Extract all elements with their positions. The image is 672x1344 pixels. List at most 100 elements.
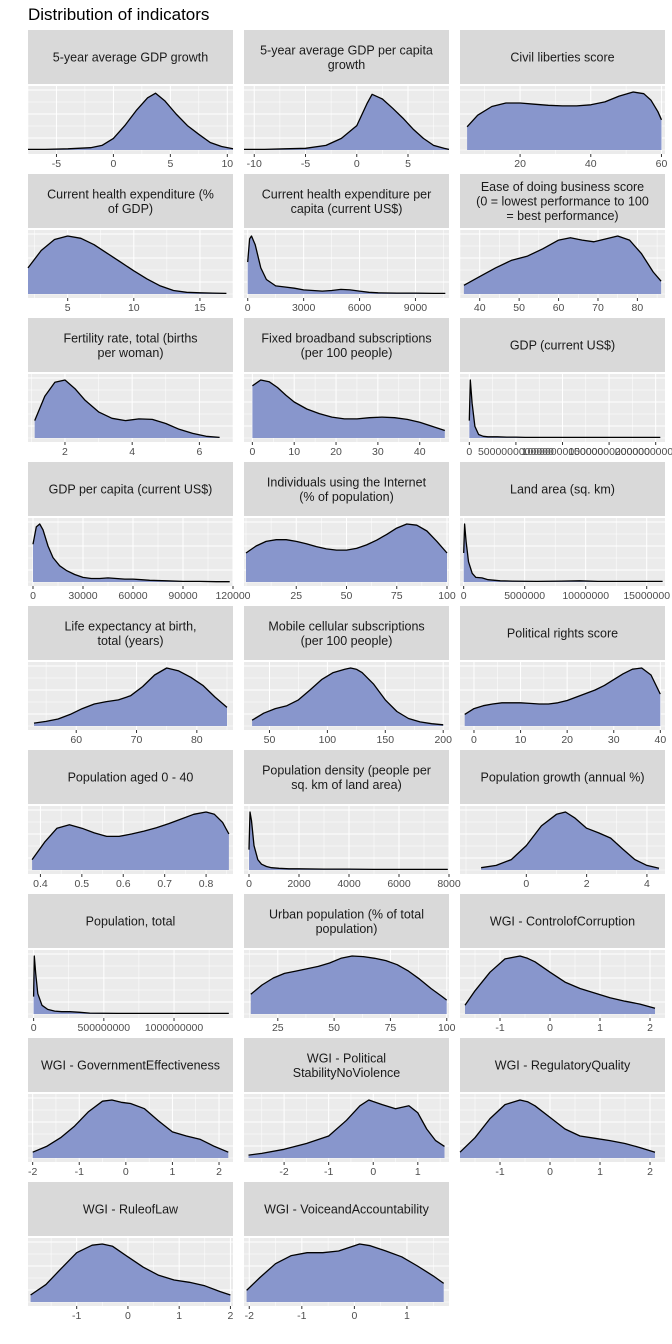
- density-line: [466, 91, 663, 128]
- x-tick-label: 50: [264, 734, 276, 746]
- density-line: [464, 667, 661, 715]
- x-tick-label: 9000: [404, 302, 428, 314]
- x-tick-label: -5: [52, 158, 61, 170]
- facet-strip: [244, 174, 449, 228]
- facet-strip-label: growth: [328, 58, 366, 72]
- x-tick-label: 20000000000000: [615, 446, 672, 458]
- facet-strip-label: capita (current US$): [291, 202, 403, 216]
- density-area: [481, 812, 659, 870]
- facet-panel: WGI - ControlofCorruption -1 0 1 2: [460, 894, 665, 1034]
- x-tick-label: -1: [75, 1166, 84, 1178]
- density-line: [27, 235, 227, 295]
- facet-strip-label: population): [316, 922, 378, 936]
- density-line: [246, 1243, 445, 1291]
- facet-strip: [460, 462, 665, 516]
- facet-strip: [244, 606, 449, 660]
- density-line: [468, 379, 661, 439]
- gridlines: [460, 518, 665, 586]
- x-tick-label: 120000: [215, 590, 250, 602]
- facet-strip-label: Land area (sq. km): [510, 483, 615, 497]
- x-tick-label: 2: [584, 878, 590, 890]
- x-tick-label: 0: [125, 1310, 131, 1322]
- x-tick-label: 5: [167, 158, 173, 170]
- x-tick-label: 0: [31, 1022, 37, 1034]
- facet-panel: 5-year average GDP growth -5 0 5 10: [27, 30, 233, 170]
- density-area: [252, 668, 444, 726]
- x-tick-label: 2: [647, 1022, 653, 1034]
- x-tick-label: 1: [415, 1166, 421, 1178]
- facet-strip-label: Population, total: [86, 915, 176, 929]
- x-tick-label: 1: [176, 1310, 182, 1322]
- facet-strip: [28, 174, 233, 228]
- facet-strip: [460, 894, 665, 948]
- density-area: [246, 1244, 444, 1302]
- x-tick-label: 50: [341, 590, 353, 602]
- facet-grid: 5-year average GDP growth-5 0 5 10 5-year av…: [27, 30, 672, 1322]
- x-tick-label: 100: [319, 734, 337, 746]
- facet-strip-label: 5-year average GDP per capita: [260, 43, 433, 57]
- x-tick-label: 10: [128, 302, 140, 314]
- x-tick-label: 15000000000000: [568, 446, 650, 458]
- x-tick-label: -1: [324, 1166, 333, 1178]
- facet-panel-background: [244, 806, 449, 874]
- facet-strip-label: Political rights score: [507, 627, 618, 641]
- facet-strip: [28, 750, 233, 804]
- x-tick-label: 2: [62, 446, 68, 458]
- facet-strip-label: Mobile cellular subscriptions: [268, 619, 424, 633]
- density-area: [464, 668, 661, 726]
- x-tick-label: 90000: [168, 590, 197, 602]
- density-line: [244, 93, 450, 151]
- density-line: [32, 1099, 229, 1153]
- density-area: [463, 236, 662, 294]
- x-tick-label: 60: [656, 158, 668, 170]
- facet-strip-label: Population growth (annual %): [481, 771, 645, 785]
- x-tick-label: 0: [523, 878, 529, 890]
- x-tick-label: 8000: [437, 878, 461, 890]
- density-line: [481, 811, 660, 869]
- facet-strip: [244, 750, 449, 804]
- density-area: [247, 236, 446, 294]
- x-tick-label: 40: [414, 446, 426, 458]
- facet-strip: [460, 318, 665, 372]
- x-tick-label: 25: [290, 590, 302, 602]
- facet-panel: WGI - RuleofLaw -1 0 1 2: [28, 1182, 234, 1322]
- x-tick-label: -5: [301, 158, 310, 170]
- density-area: [252, 380, 445, 438]
- density-line: [31, 811, 230, 860]
- x-tick-label: 100: [438, 1022, 456, 1034]
- facet-strip-label: Fixed broadband subscriptions: [261, 331, 431, 345]
- density-line: [464, 955, 656, 1009]
- facet-strip-label: Life expectancy at birth,: [64, 619, 196, 633]
- facet-strip-label: (0 = lowest performance to 100: [476, 195, 649, 209]
- x-tick-label: 10000000: [562, 590, 609, 602]
- x-tick-label: 20: [561, 734, 573, 746]
- facet-strip-label: total (years): [98, 634, 164, 648]
- facet-strip-label: StabilityNoViolence: [293, 1066, 401, 1080]
- x-tick-label: 5: [405, 158, 411, 170]
- facet-strip-label: per woman): [98, 346, 164, 360]
- facet-panel: Population, total 0 500000000 1000000000: [28, 894, 233, 1034]
- x-tick-label: 500000000: [78, 1022, 131, 1034]
- facet-strip: [460, 30, 665, 84]
- x-tick-label: 0: [123, 1166, 129, 1178]
- x-tick-label: 1: [404, 1310, 410, 1322]
- facet-strip-label: Population density (people per: [262, 763, 431, 777]
- x-tick-label: 0.6: [116, 878, 131, 890]
- facet-panel: Individuals using the Internet(% of popu…: [244, 462, 456, 602]
- facet-strip-label: (per 100 people): [301, 346, 393, 360]
- density-line: [34, 379, 220, 439]
- density-line: [247, 235, 446, 295]
- x-tick-label: 1000000000: [145, 1022, 204, 1034]
- facet-strip-label: sq. km of land area): [291, 778, 401, 792]
- x-tick-label: 10: [288, 446, 300, 458]
- density-area: [34, 668, 227, 726]
- density-area: [460, 1100, 655, 1158]
- x-tick-label: 0: [30, 590, 36, 602]
- facet-strip-label: Fertility rate, total (births: [63, 331, 197, 345]
- x-tick-label: 5000000000000: [478, 446, 554, 458]
- x-tick-label: 40: [585, 158, 597, 170]
- x-tick-label: 6000: [387, 878, 411, 890]
- x-tick-label: 3000: [292, 302, 316, 314]
- density-line: [463, 523, 663, 583]
